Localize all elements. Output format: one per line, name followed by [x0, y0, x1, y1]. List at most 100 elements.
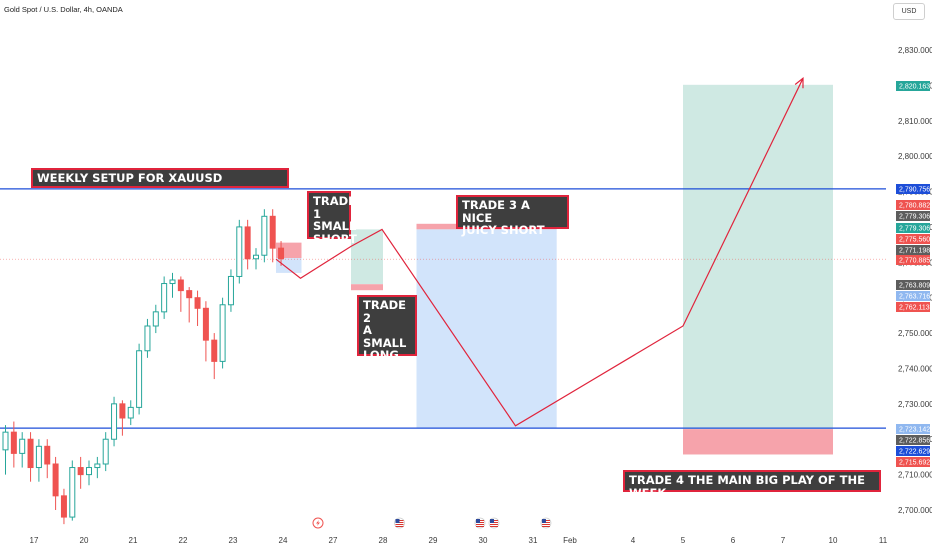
candle-body — [278, 247, 285, 260]
x-tick-label: 21 — [129, 536, 138, 545]
y-tick-label: 2,800.000 — [898, 152, 932, 161]
price-tag: 2,775.560 — [896, 234, 930, 244]
candle — [102, 432, 109, 472]
candle — [152, 304, 159, 334]
y-tick-label: 2,810.000 — [898, 117, 932, 126]
flag-canton — [541, 519, 546, 523]
price-tag: 2,763.716 — [896, 291, 930, 301]
candle-body — [202, 307, 209, 341]
candle-body — [244, 226, 251, 260]
price-tag-bg — [896, 424, 930, 434]
zone-trade4-stop — [683, 429, 833, 455]
flag-stripe — [476, 524, 484, 525]
price-tag-bg — [896, 446, 930, 456]
arrow-head — [794, 77, 804, 89]
candle — [10, 421, 17, 468]
horizontal-levels — [0, 188, 886, 429]
candle — [19, 432, 26, 468]
candle — [27, 432, 34, 482]
price-tag: 2,790.756 — [896, 184, 930, 194]
price-tag: 2,715.692 — [896, 457, 930, 467]
flag-stripe — [395, 526, 404, 527]
price-tag-bg — [896, 302, 930, 312]
candle-body — [211, 339, 218, 362]
candle — [227, 269, 234, 312]
candle-body — [236, 226, 243, 277]
x-tick-label: 22 — [179, 536, 188, 545]
zone-trade2-stop — [351, 284, 383, 291]
flag-canton — [476, 519, 480, 523]
price-tag-label: 2,722.856 — [899, 438, 930, 445]
candle — [177, 276, 184, 312]
price-tag-bg — [896, 211, 930, 221]
candlesticks — [2, 209, 285, 525]
candle — [261, 209, 268, 263]
price-tag: 2,762.113 — [896, 302, 930, 312]
candle-body — [161, 283, 168, 313]
candle — [244, 219, 251, 270]
symbol-title: Gold Spot / U.S. Dollar, 4h, OANDA — [4, 5, 123, 14]
flag-stripe — [476, 526, 484, 527]
flag-canton — [490, 519, 494, 523]
y-tick-label: 2,730.000 — [898, 400, 932, 409]
candle-body — [253, 254, 259, 260]
price-tag: 2,723.142 — [896, 424, 930, 434]
price-tag-label: 2,775.560 — [899, 237, 930, 244]
price-tag-bg — [896, 223, 930, 233]
x-tick-label: Feb — [563, 536, 577, 545]
us-flag-icon — [540, 517, 552, 529]
currency-button[interactable]: USD — [893, 3, 925, 20]
price-tag-label: 2,790.756 — [899, 187, 930, 194]
candle-body — [35, 445, 42, 469]
flash-event-icon — [312, 517, 324, 529]
price-tag-bg — [896, 234, 930, 244]
candle-body — [19, 438, 26, 454]
flag-stripe — [490, 526, 498, 527]
us-flag-icon — [488, 517, 500, 529]
candle-body — [69, 467, 76, 518]
price-tag-bg — [896, 255, 930, 265]
price-tag: 2,780.882 — [896, 200, 930, 210]
candle-body — [10, 431, 17, 454]
y-tick-label: 2,710.000 — [898, 471, 932, 480]
candle — [169, 272, 176, 298]
flag-stripe — [490, 524, 498, 525]
note-trade-2: TRADE 2 A SMALL LONG SET UP — [357, 295, 417, 374]
price-tag: 2,722.629 — [896, 446, 930, 456]
x-tick-label: 4 — [631, 536, 636, 545]
price-tag-bg — [896, 457, 930, 467]
candle — [211, 333, 218, 380]
flag-stripe — [541, 526, 550, 527]
candle-body — [227, 275, 234, 306]
candle-body — [2, 431, 9, 451]
us-flag-icon — [474, 517, 486, 529]
candle-body — [27, 438, 34, 469]
price-tag-label: 2,770.885 — [899, 258, 930, 265]
note-trade-1: TRADE 1 SMALL SHORT — [307, 191, 357, 245]
candle — [136, 343, 143, 415]
price-tag-bg — [896, 291, 930, 301]
candle — [144, 318, 151, 358]
price-tag-label: 2,722.629 — [899, 449, 930, 456]
price-tag-bg — [896, 81, 930, 91]
note-trade-4: TRADE 4 THE MAIN BIG PLAY OF THE WEEK — [623, 470, 881, 499]
price-tag-label: 2,779.306 — [899, 214, 930, 221]
candle — [219, 297, 226, 369]
price-tag-bg — [896, 435, 930, 445]
candle — [278, 241, 285, 266]
candle — [269, 209, 276, 263]
zone-trade1-target — [276, 258, 302, 273]
event-markers — [312, 517, 552, 529]
y-tick-label: 2,740.000 — [898, 364, 932, 373]
candle-body — [152, 311, 159, 327]
x-tick-label: 7 — [781, 536, 786, 545]
candle-body — [186, 290, 193, 299]
price-tag: 2,722.856 — [896, 435, 930, 445]
candle-body — [102, 438, 109, 465]
candle — [2, 425, 9, 475]
price-tag-bg — [896, 200, 930, 210]
candle-body — [269, 215, 276, 249]
time-axis[interactable]: 17 20 21 22 23 24 27 28 29 30 31 Feb 4 5 6 7 10 11 — [30, 536, 888, 545]
candle — [236, 219, 243, 284]
